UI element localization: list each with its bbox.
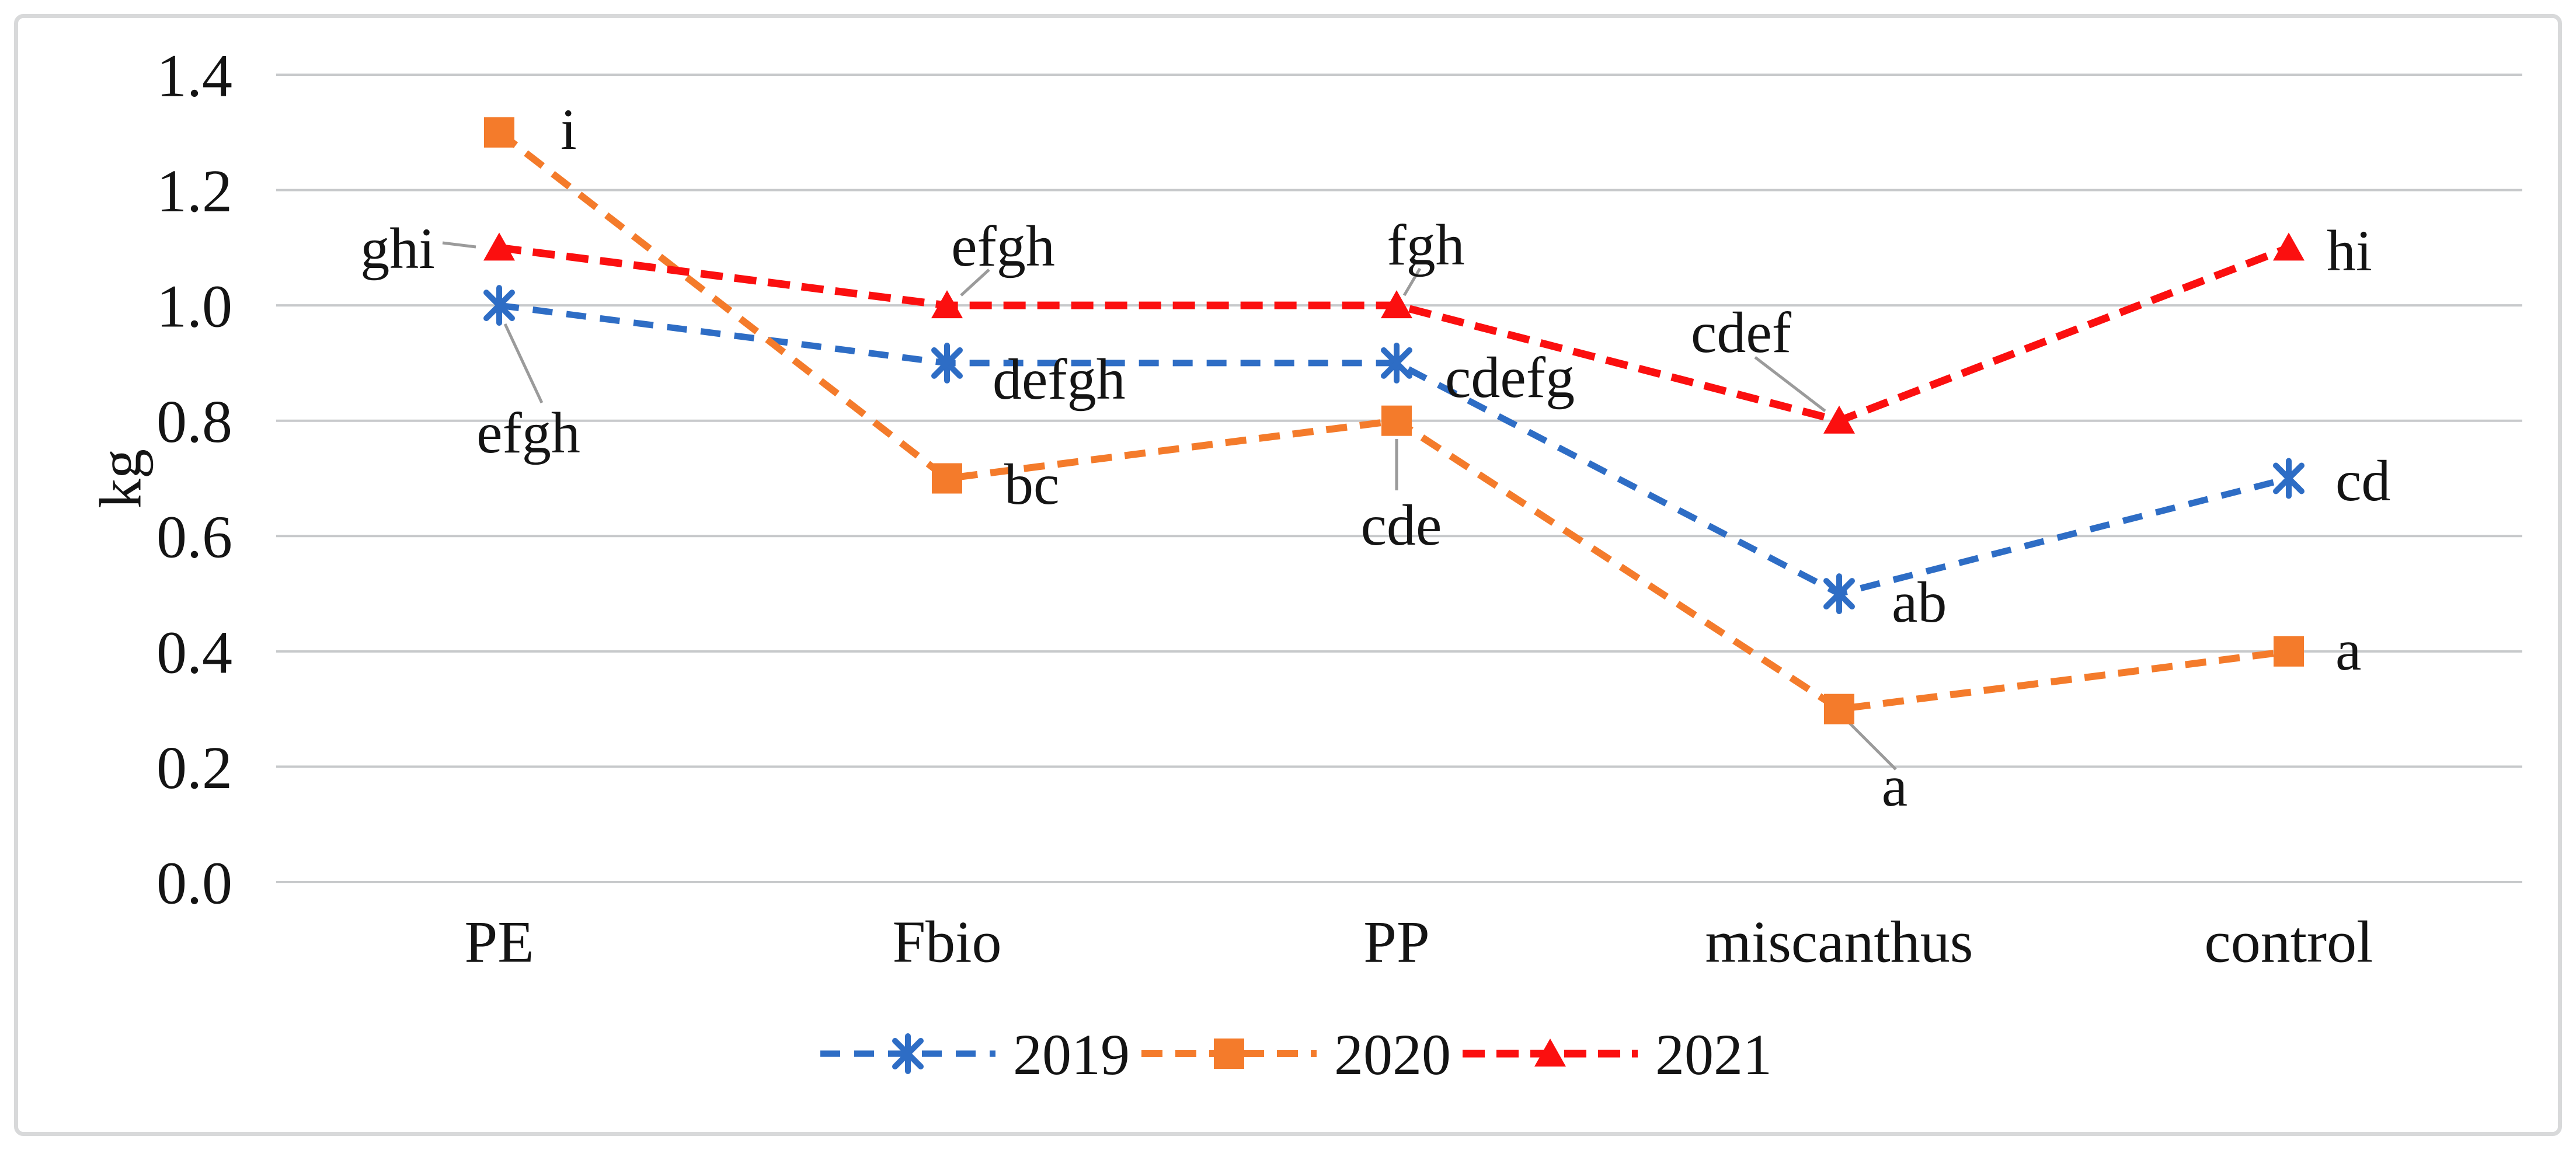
legend-item-2021: 2021: [1463, 1022, 1772, 1087]
point-label-2020-Fbio: bc: [1004, 452, 1059, 517]
marker-2020-Fbio: [932, 463, 962, 494]
marker-2021-PP: [1381, 290, 1412, 319]
point-label-2019-miscanthus: ab: [1892, 570, 1947, 635]
asterisk-spoke: [2273, 462, 2305, 494]
legend-item-2020: 2020: [1141, 1022, 1451, 1087]
marker-2021-PE: [483, 232, 515, 261]
y-axis-title: kg: [88, 449, 154, 508]
y-tick-label: 0.0: [156, 849, 232, 916]
point-label-2019-PP: cdefg: [1445, 345, 1575, 410]
category-label-Fbio: Fbio: [892, 909, 1001, 975]
y-tick-label: 0.2: [156, 734, 232, 801]
marker-2019-Fbio: [931, 342, 963, 384]
legend-label-2019: 2019: [1013, 1022, 1130, 1087]
marker-2019-control: [2273, 458, 2305, 499]
leader-line-2021-Fbio: [960, 269, 990, 297]
y-tick-label: 1.4: [156, 42, 232, 109]
leader-line-2021-miscanthus: [1754, 356, 1826, 412]
marker-2020-PE: [484, 117, 514, 148]
marker-2021-control: [2273, 232, 2305, 261]
asterisk-spoke: [892, 1038, 924, 1069]
y-tick-label: 1.2: [156, 158, 232, 225]
point-label-2019-control: cd: [2335, 448, 2390, 513]
marker-2021-Fbio: [931, 290, 963, 319]
leader-line-2021-PE: [442, 241, 476, 249]
point-label-2021-miscanthus: cdef: [1691, 300, 1792, 365]
point-label-2020-miscanthus: a: [1882, 754, 1907, 818]
marker-2019-PP: [1381, 342, 1412, 384]
legend: 2019 2020 2021: [820, 1022, 1772, 1087]
legend-marker-2019: [892, 1033, 924, 1074]
point-label-2021-PE: ghi: [360, 216, 435, 281]
marker-2020-control: [2274, 636, 2304, 667]
asterisk-spoke: [1381, 347, 1412, 379]
point-label-2019-Fbio: defgh: [993, 347, 1126, 412]
leader-line-2019-PE: [503, 323, 544, 404]
legend-label-2021: 2021: [1655, 1022, 1772, 1087]
point-label-2021-control: hi: [2327, 218, 2372, 283]
category-label-PE: PE: [464, 909, 534, 975]
y-tick-label: 0.8: [156, 388, 232, 455]
legend-marker-2020: [1214, 1039, 1244, 1069]
asterisk-spoke: [1823, 578, 1855, 610]
category-label-PP: PP: [1363, 909, 1429, 975]
point-label-2020-control: a: [2335, 618, 2361, 682]
point-label-2020-PE: i: [561, 97, 577, 162]
category-label-control: control: [2205, 909, 2373, 975]
leader-line-2020-miscanthus: [1848, 722, 1897, 771]
asterisk-spoke: [931, 347, 963, 379]
legend-item-2019: 2019: [820, 1022, 1130, 1087]
y-tick-label: 0.4: [156, 619, 232, 686]
y-tick-label: 1.0: [156, 273, 232, 340]
point-label-2019-PE: efgh: [476, 400, 580, 465]
category-label-miscanthus: miscanthus: [1705, 909, 1973, 975]
asterisk-spoke: [483, 290, 515, 322]
leader-line-2021-PP: [1402, 267, 1422, 297]
marker-2020-PP: [1381, 405, 1412, 436]
legend-label-2020: 2020: [1334, 1022, 1451, 1087]
point-label-2021-PP: fgh: [1387, 212, 1464, 277]
marker-2021-miscanthus: [1823, 405, 1855, 434]
marker-2019-miscanthus: [1823, 573, 1855, 615]
point-label-2021-Fbio: efgh: [951, 214, 1055, 278]
marker-2019-PE: [483, 285, 515, 326]
y-tick-label: 0.6: [156, 504, 232, 571]
legend-marker-2021: [1534, 1039, 1566, 1067]
point-label-2020-PP: cde: [1361, 493, 1442, 557]
marker-2020-miscanthus: [1824, 694, 1854, 724]
